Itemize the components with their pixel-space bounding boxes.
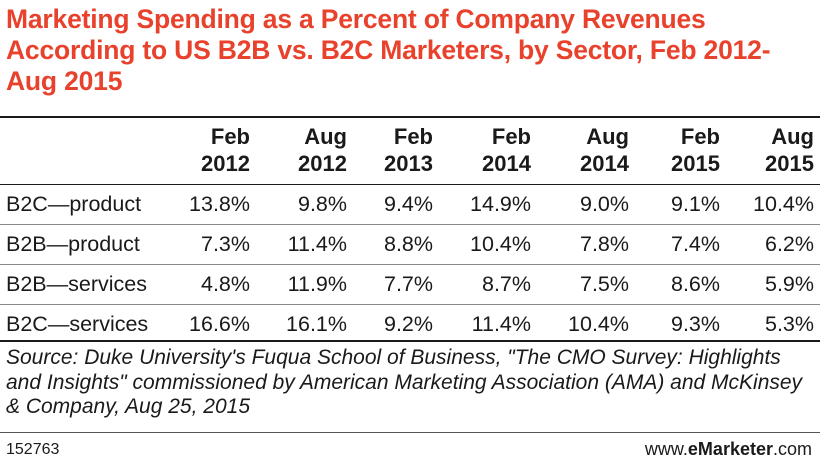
column-header-year: 2014: [580, 151, 629, 176]
table-cell: 14.9%: [439, 184, 537, 225]
table-cell: 9.8%: [256, 184, 353, 225]
column-header: Aug 2014: [537, 116, 635, 185]
table-cell: 5.3%: [726, 304, 820, 344]
brand-link[interactable]: www.eMarketer.com: [645, 439, 812, 460]
table-cell: 9.2%: [353, 304, 439, 344]
header-corner: [0, 116, 168, 185]
column-header-month: Aug: [304, 124, 347, 149]
table-cell: 13.8%: [168, 184, 256, 225]
table-cell: 7.8%: [537, 224, 635, 265]
brand-prefix: www.: [644, 439, 688, 459]
column-header-month: Feb: [491, 124, 531, 149]
column-header: Feb 2014: [439, 116, 537, 185]
column-header-year: 2013: [384, 151, 433, 176]
table-cell: 6.2%: [726, 224, 820, 265]
table-cell: 16.1%: [256, 304, 353, 344]
column-header: Feb 2012: [168, 116, 256, 185]
bottom-rule: [0, 340, 820, 342]
table-cell: 9.3%: [635, 304, 726, 344]
column-header: Aug 2012: [256, 116, 353, 185]
row-label: B2C—services: [0, 304, 168, 344]
column-header-month: Feb: [680, 124, 720, 149]
table-row: B2B—product 7.3% 11.4% 8.8% 10.4% 7.8% 7.4% 6.2…: [0, 224, 820, 265]
footer-rule: [0, 432, 820, 433]
column-header-month: Feb: [393, 124, 433, 149]
column-header-year: 2015: [765, 151, 814, 176]
top-rule: [0, 116, 820, 118]
table-cell: 11.9%: [256, 264, 353, 305]
table-cell: 7.3%: [168, 224, 256, 265]
table-cell: 9.1%: [635, 184, 726, 225]
brand-suffix: .com: [772, 439, 812, 459]
table-cell: 4.8%: [168, 264, 256, 305]
column-header-month: Feb: [210, 124, 250, 149]
header-row: Feb 2012 Aug 2012 Feb 2013 Feb 2014 Aug 2014 Feb 20…: [0, 116, 820, 185]
column-header: Feb 2015: [635, 116, 726, 185]
table-body: B2C—product 13.8% 9.8% 9.4% 14.9% 9.0% 9.1% 10.…: [0, 184, 820, 344]
table-cell: 8.8%: [353, 224, 439, 265]
table-cell: 11.4%: [439, 304, 537, 344]
row-label: B2C—product: [0, 184, 168, 225]
source-note: Source: Duke University's Fuqua School o…: [6, 346, 803, 418]
table-row: B2C—product 13.8% 9.8% 9.4% 14.9% 9.0% 9.1% 10.…: [0, 184, 820, 225]
chart-id: 152763: [6, 441, 60, 458]
table-cell: 10.4%: [726, 184, 820, 225]
table-row: B2C—services 16.6% 16.1% 9.2% 11.4% 10.4% 9.3%…: [0, 304, 820, 344]
table-cell: 5.9%: [726, 264, 820, 305]
column-header-year: 2014: [482, 151, 531, 176]
column-header: Feb 2013: [353, 116, 439, 185]
table-cell: 8.7%: [439, 264, 537, 305]
row-label: B2B—services: [0, 264, 168, 305]
table-cell: 10.4%: [537, 304, 635, 344]
table-cell: 7.5%: [537, 264, 635, 305]
table-cell: 10.4%: [439, 224, 537, 265]
table-cell: 7.7%: [353, 264, 439, 305]
table-cell: 7.4%: [635, 224, 726, 265]
column-header-month: Aug: [586, 124, 629, 149]
data-table: Feb 2012 Aug 2012 Feb 2013 Feb 2014 Aug 2014 Feb 20…: [0, 116, 820, 344]
row-label: B2B—product: [0, 224, 168, 265]
table-row: B2B—services 4.8% 11.9% 7.7% 8.7% 7.5% 8.6% 5.9…: [0, 264, 820, 305]
table-cell: 8.6%: [635, 264, 726, 305]
column-header-year: 2015: [671, 151, 720, 176]
table-cell: 9.0%: [537, 184, 635, 225]
column-header-year: 2012: [298, 151, 347, 176]
table-cell: 11.4%: [256, 224, 353, 265]
chart-title: Marketing Spending as a Percent of Compa…: [6, 4, 771, 96]
brand-name: eMarketer: [687, 439, 773, 459]
table-cell: 16.6%: [168, 304, 256, 344]
table-cell: 9.4%: [353, 184, 439, 225]
column-header-year: 2012: [201, 151, 250, 176]
column-header: Aug 2015: [726, 116, 820, 185]
column-header-month: Aug: [771, 124, 814, 149]
